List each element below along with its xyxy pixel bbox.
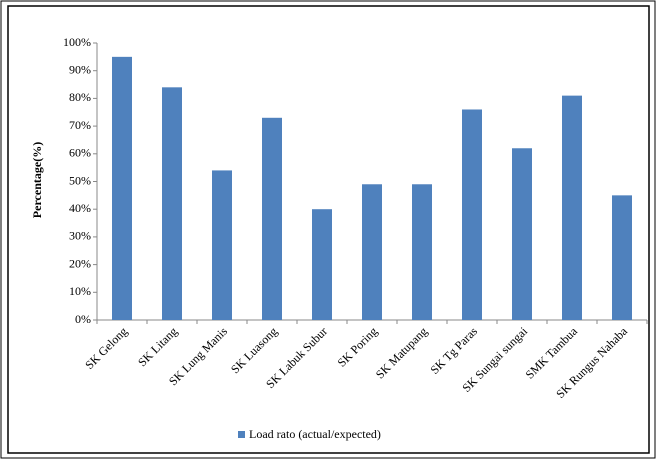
legend-label: Load rato (actual/expected): [249, 427, 381, 441]
y-tick-label: 30%: [69, 229, 91, 243]
y-tick-label: 90%: [69, 62, 91, 76]
legend-swatch: [238, 431, 245, 438]
y-tick-label: 50%: [69, 173, 91, 187]
y-axis-label: Percentage(%): [30, 142, 44, 218]
y-tick-label: 20%: [69, 256, 91, 270]
bar: [512, 148, 532, 320]
y-tick-label: 0%: [75, 312, 91, 326]
bar: [362, 184, 382, 320]
y-tick-label: 60%: [69, 146, 91, 160]
bar: [262, 117, 282, 320]
y-tick-label: 40%: [69, 201, 91, 215]
chart-frame: [7, 5, 650, 454]
bar: [562, 95, 582, 320]
bar: [112, 56, 132, 320]
bar: [312, 209, 332, 320]
y-tick-label: 80%: [69, 90, 91, 104]
y-tick-label: 70%: [69, 118, 91, 132]
bar: [462, 109, 482, 320]
bar: [612, 195, 632, 320]
y-tick-label: 100%: [63, 35, 91, 49]
bar: [212, 170, 232, 320]
y-tick-label: 10%: [69, 284, 91, 298]
bar: [162, 87, 182, 320]
bar: [412, 184, 432, 320]
